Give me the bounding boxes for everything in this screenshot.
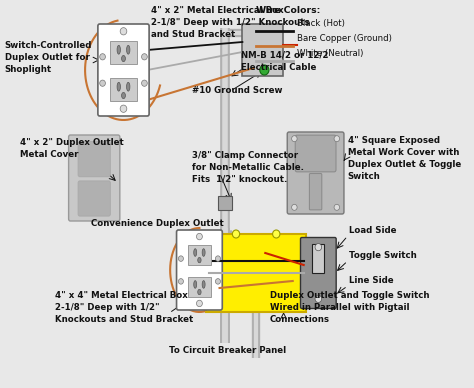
Text: 4" x 2" Metal Electrical Box: 4" x 2" Metal Electrical Box [151,6,283,15]
Text: NM-B 14/2 or 12/2: NM-B 14/2 or 12/2 [241,51,328,60]
Text: Fits  1/2" knockout.: Fits 1/2" knockout. [192,175,287,184]
Bar [188,245,211,265]
Circle shape [142,54,147,60]
Ellipse shape [194,281,197,288]
Circle shape [260,65,269,75]
Text: Black (Hot): Black (Hot) [297,19,345,28]
Text: Switch-Controlled: Switch-Controlled [5,41,92,50]
Circle shape [334,136,339,142]
Ellipse shape [198,258,201,263]
FancyBboxPatch shape [69,135,120,221]
Circle shape [178,256,183,262]
Ellipse shape [117,82,120,91]
Text: 2-1/8" Deep with 1/2" Knockouts: 2-1/8" Deep with 1/2" Knockouts [151,18,310,27]
Text: Duplex Outlet for: Duplex Outlet for [5,53,90,62]
Ellipse shape [198,289,201,295]
FancyBboxPatch shape [176,230,222,310]
Text: 2-1/8" Deep with 1/2": 2-1/8" Deep with 1/2" [55,303,160,312]
Bar [242,24,283,76]
Circle shape [215,279,220,284]
Circle shape [197,233,202,240]
Bar [110,78,137,101]
Circle shape [232,230,240,238]
Circle shape [334,204,339,210]
Ellipse shape [127,82,130,91]
Circle shape [197,300,202,307]
Text: Connections: Connections [270,315,330,324]
Ellipse shape [122,92,126,99]
Circle shape [315,244,322,251]
Text: Metal Cover: Metal Cover [20,150,79,159]
Bar [206,234,307,312]
Bar [312,244,324,273]
Ellipse shape [117,45,120,54]
Circle shape [292,204,297,210]
Circle shape [292,136,297,142]
Text: 4" Square Exposed: 4" Square Exposed [347,136,439,145]
Text: Duplex Outlet and Toggle Switch: Duplex Outlet and Toggle Switch [270,291,429,300]
Text: Wired in Parallel with Pigtail: Wired in Parallel with Pigtail [270,303,410,312]
Text: and Stud Bracket: and Stud Bracket [151,30,235,39]
Text: Shoplight: Shoplight [5,65,52,74]
FancyBboxPatch shape [78,181,110,216]
Text: Duplex Outlet & Toggle: Duplex Outlet & Toggle [347,160,461,169]
Text: To Circuit Breaker Panel: To Circuit Breaker Panel [169,346,286,355]
Ellipse shape [202,281,205,288]
Ellipse shape [194,249,197,256]
Text: #10 Ground Screw: #10 Ground Screw [192,86,283,95]
Circle shape [120,105,127,113]
FancyBboxPatch shape [98,24,149,116]
Text: Switch: Switch [347,172,380,181]
Text: for Non-Metallic Cable.: for Non-Metallic Cable. [192,163,304,172]
Text: 3/8" Clamp Connector: 3/8" Clamp Connector [192,151,298,160]
Circle shape [315,295,322,302]
Circle shape [100,80,105,86]
Ellipse shape [122,55,126,62]
FancyBboxPatch shape [301,237,336,308]
Text: Line Side: Line Side [349,276,394,285]
Text: Electrical Cable: Electrical Cable [241,63,316,72]
FancyBboxPatch shape [78,142,110,177]
Text: 4" x 2" Duplex Outlet: 4" x 2" Duplex Outlet [20,138,124,147]
Bar [110,41,137,64]
Text: 4" x 4" Metal Electrical Box: 4" x 4" Metal Electrical Box [55,291,188,300]
Text: Knockouts and Stud Bracket: Knockouts and Stud Bracket [55,315,193,324]
Text: White (Neutral): White (Neutral) [297,49,364,58]
FancyBboxPatch shape [287,132,344,214]
Text: Wire Colors:: Wire Colors: [256,6,320,15]
Text: Bare Copper (Ground): Bare Copper (Ground) [297,34,392,43]
Ellipse shape [202,249,205,256]
Circle shape [178,279,183,284]
Bar [188,277,211,296]
FancyBboxPatch shape [295,135,336,172]
Circle shape [273,230,280,238]
Circle shape [215,256,220,262]
Circle shape [120,28,127,35]
Bar [218,196,232,210]
Text: Toggle Switch: Toggle Switch [349,251,417,260]
Text: Load Side: Load Side [349,226,397,235]
Text: Metal Work Cover with: Metal Work Cover with [347,148,459,157]
Circle shape [100,54,105,60]
Ellipse shape [127,45,130,54]
Circle shape [142,80,147,86]
FancyBboxPatch shape [310,173,322,210]
Text: Convenience Duplex Outlet: Convenience Duplex Outlet [91,219,224,228]
